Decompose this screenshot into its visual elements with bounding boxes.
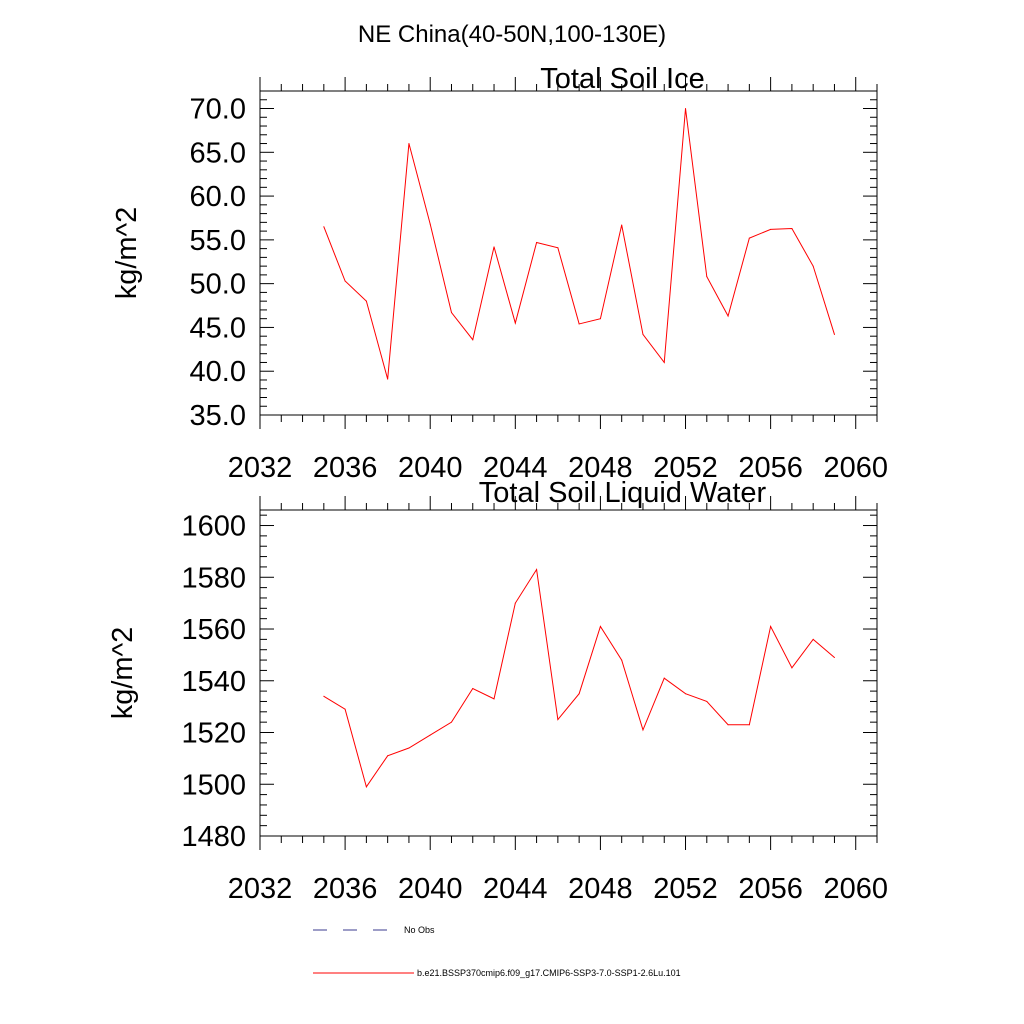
data-point	[323, 226, 325, 228]
y-tick-label: 55.0	[190, 225, 246, 257]
y-tick-label: 1480	[181, 821, 246, 853]
data-point	[429, 734, 431, 736]
data-point	[429, 223, 431, 225]
data-point	[323, 695, 325, 697]
data-point	[365, 300, 367, 302]
panel-title: Total Soil Liquid Water	[479, 477, 767, 509]
data-point	[599, 625, 601, 627]
plot-frame	[259, 90, 878, 416]
data-point	[812, 265, 814, 267]
x-tick-label: 2032	[228, 873, 293, 905]
data-point	[727, 724, 729, 726]
x-tick-label: 2036	[313, 452, 378, 484]
data-point	[450, 312, 452, 314]
y-tick-label: 40.0	[190, 356, 246, 388]
y-axis-label: kg/m^2	[111, 207, 143, 300]
data-point	[472, 688, 474, 690]
y-tick-label: 50.0	[190, 269, 246, 301]
y-tick-label: 1500	[181, 769, 246, 801]
x-tick-label: 2036	[313, 873, 378, 905]
data-point	[621, 224, 623, 226]
data-point	[642, 729, 644, 731]
data-point	[833, 656, 835, 658]
data-point	[770, 625, 772, 627]
figure-title: NE China(40-50N,100-130E)	[358, 21, 666, 48]
data-point	[663, 677, 665, 679]
data-point	[472, 339, 474, 341]
x-tick-label: 2052	[653, 873, 718, 905]
y-tick-label: 1560	[181, 614, 246, 646]
data-point	[770, 228, 772, 230]
x-tick-label: 2040	[398, 452, 463, 484]
data-point	[706, 700, 708, 702]
data-point	[685, 108, 687, 110]
data-point	[344, 280, 346, 282]
x-tick-label: 2044	[483, 873, 548, 905]
data-point	[536, 241, 538, 243]
data-point	[493, 698, 495, 700]
data-point	[599, 318, 601, 320]
series-line	[323, 568, 835, 789]
data-point	[493, 246, 495, 248]
y-tick-label: 60.0	[190, 181, 246, 213]
y-tick-label: 70.0	[190, 94, 246, 126]
y-tick-label: 1580	[181, 562, 246, 594]
x-tick-label: 2032	[228, 452, 293, 484]
panel-total-soil-liquid-water: Total Soil Liquid Water kg/m^2 2032 2036 204…	[107, 477, 888, 905]
y-tick-label: 45.0	[190, 312, 246, 344]
data-point	[578, 323, 580, 325]
panel-title: Total Soil Ice	[540, 63, 704, 95]
x-tick-label: 2060	[823, 873, 888, 905]
y-tick-label: 1540	[181, 666, 246, 698]
x-tick-label: 2056	[738, 873, 803, 905]
data-point	[748, 237, 750, 239]
data-point	[791, 667, 793, 669]
series-line	[323, 108, 835, 380]
data-point	[557, 719, 559, 721]
legend-obs-label: No Obs	[404, 925, 435, 935]
data-point	[706, 276, 708, 278]
data-point	[344, 708, 346, 710]
data-point	[536, 569, 538, 571]
data-point	[621, 659, 623, 661]
data-point	[408, 747, 410, 749]
data-point	[812, 638, 814, 640]
x-tick-label: 2048	[568, 452, 633, 484]
y-tick-label: 65.0	[190, 137, 246, 169]
data-point	[387, 378, 389, 380]
data-point	[408, 143, 410, 145]
legend-series-label: b.e21.BSSP370cmip6.f09_g17.CMIP6-SSP3-7.…	[417, 968, 681, 978]
y-tick-label: 35.0	[190, 400, 246, 432]
data-point	[557, 247, 559, 249]
data-point	[642, 333, 644, 335]
x-tick-label: 2040	[398, 873, 463, 905]
panel-total-soil-ice: Total Soil Ice kg/m^2 2032 2036 2040 2044 2048…	[111, 63, 888, 484]
plot-frame	[259, 509, 878, 837]
y-axis-label: kg/m^2	[107, 627, 139, 720]
x-tick-label: 2052	[653, 452, 718, 484]
data-point	[663, 361, 665, 363]
data-point	[365, 786, 367, 788]
data-point	[685, 693, 687, 695]
legend: No Obs b.e21.BSSP370cmip6.f09_g17.CMIP6-…	[313, 925, 681, 978]
x-tick-label: 2056	[738, 452, 803, 484]
data-point	[833, 333, 835, 335]
data-point	[514, 602, 516, 604]
data-point	[450, 721, 452, 723]
y-tick-label: 1600	[181, 511, 246, 543]
data-point	[727, 315, 729, 317]
x-tick-label: 2048	[568, 873, 633, 905]
data-point	[514, 322, 516, 324]
x-tick-label: 2060	[823, 452, 888, 484]
data-point	[578, 693, 580, 695]
data-point	[387, 755, 389, 757]
data-point	[791, 227, 793, 229]
data-point	[748, 724, 750, 726]
y-tick-label: 1520	[181, 718, 246, 750]
x-tick-label: 2044	[483, 452, 548, 484]
